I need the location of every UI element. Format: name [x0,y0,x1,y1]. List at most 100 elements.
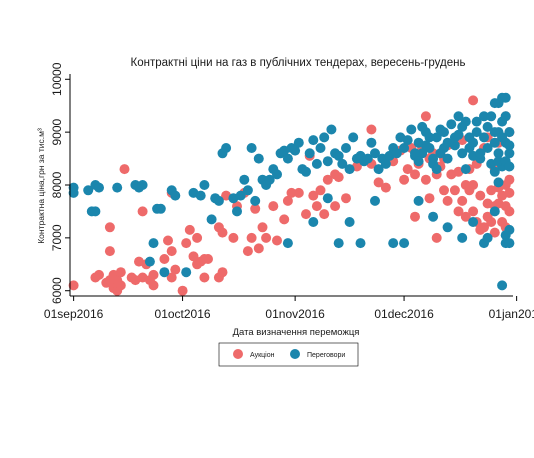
point-auction-77 [399,174,410,185]
point-auction-66 [330,201,341,212]
point-negotiations-14 [155,203,166,214]
point-negotiations-32 [246,143,257,153]
point-auction-58 [293,187,304,198]
point-auction-11 [115,267,126,278]
point-negotiations-117 [413,195,424,206]
point-negotiations-136 [453,111,464,122]
point-negotiations-153 [410,148,420,159]
point-negotiations-151 [504,161,515,172]
point-negotiations-144 [482,143,493,153]
point-auction-81 [410,211,420,222]
point-negotiations-57 [337,158,348,169]
point-negotiations-18 [181,267,192,278]
point-negotiations-161 [439,127,449,138]
point-auction-28 [170,264,181,275]
point-negotiations-134 [489,98,500,109]
y-tick-label-8000: 8000 [50,171,64,198]
point-negotiations-49 [308,135,319,146]
point-auction-50 [253,243,264,254]
point-auction-69 [341,193,351,204]
point-negotiations-123 [482,232,493,243]
point-auction-132 [504,187,515,198]
point-negotiations-119 [442,222,453,233]
legend-marker-negotiations [290,349,300,359]
legend-box [218,342,359,367]
point-negotiations-74 [399,143,410,153]
point-negotiations-156 [420,140,431,151]
point-auction-36 [199,272,210,283]
point-auction-85 [420,111,431,122]
point-negotiations-96 [479,132,489,143]
point-negotiations-60 [348,132,359,143]
x-tick-label-01nov2016: 01nov2016 [265,307,325,321]
point-negotiations-113 [355,238,366,249]
point-negotiations-129 [504,224,515,235]
point-negotiations-143 [479,111,489,122]
point-auction-72 [366,124,377,135]
point-auction-113 [479,222,489,233]
point-negotiations-155 [417,121,428,132]
point-negotiations-59 [344,164,355,175]
point-negotiations-94 [471,127,482,138]
point-auction-84 [420,174,431,185]
point-negotiations-101 [493,148,504,159]
point-negotiations-37 [264,174,275,185]
point-negotiations-64 [362,153,373,164]
point-auction-94 [442,195,453,206]
point-auction-27 [166,246,177,257]
point-negotiations-31 [242,185,253,196]
point-negotiations-112 [344,217,355,227]
point-negotiations-159 [431,164,442,175]
point-auction-22 [148,280,159,291]
point-auction-54 [272,235,282,246]
point-auction-80 [410,169,420,180]
point-negotiations-147 [489,127,500,138]
point-negotiations-69 [380,158,391,169]
point-negotiations-135 [449,132,460,143]
point-negotiations-139 [464,132,475,143]
point-negotiations-48 [304,148,315,159]
point-auction-13 [119,164,130,175]
point-negotiations-22 [206,214,217,225]
point-negotiations-45 [293,137,304,148]
point-negotiations-24 [213,195,224,206]
point-negotiations-52 [319,132,330,143]
point-negotiations-26 [221,143,232,153]
point-negotiations-17 [170,190,181,201]
point-negotiations-1 [68,187,79,198]
point-negotiations-105 [500,111,511,122]
point-negotiations-124 [489,206,500,217]
point-auction-0 [68,280,79,291]
point-auction-57 [286,187,297,198]
point-negotiations-56 [333,150,344,161]
point-negotiations-149 [497,132,508,143]
point-negotiations-76 [406,124,417,135]
x-tick-label-01oct2016: 01oct2016 [155,307,211,321]
point-negotiations-106 [504,148,515,159]
point-auction-6 [104,222,115,233]
chart-title: Контрактні ціни на газ в публічних тенде… [131,57,466,69]
point-auction-112 [475,190,486,201]
point-auction-64 [319,209,330,220]
point-auction-25 [166,272,177,283]
point-negotiations-51 [315,143,326,153]
point-negotiations-87 [446,119,457,130]
point-negotiations-125 [493,177,504,188]
point-auction-68 [333,172,344,183]
point-negotiations-130 [504,238,515,249]
point-negotiations-160 [435,148,446,159]
point-negotiations-12 [148,238,159,249]
point-auction-120 [489,227,500,238]
point-negotiations-154 [413,156,424,167]
point-auction-107 [468,180,479,190]
point-negotiations-141 [471,116,482,127]
point-negotiations-118 [428,211,439,222]
point-auction-52 [261,232,272,243]
point-negotiations-116 [399,238,410,249]
point-auction-44 [228,232,239,243]
point-negotiations-33 [250,195,261,206]
point-auction-2 [94,269,104,280]
point-auction-73 [373,177,384,188]
point-auction-38 [203,254,213,264]
